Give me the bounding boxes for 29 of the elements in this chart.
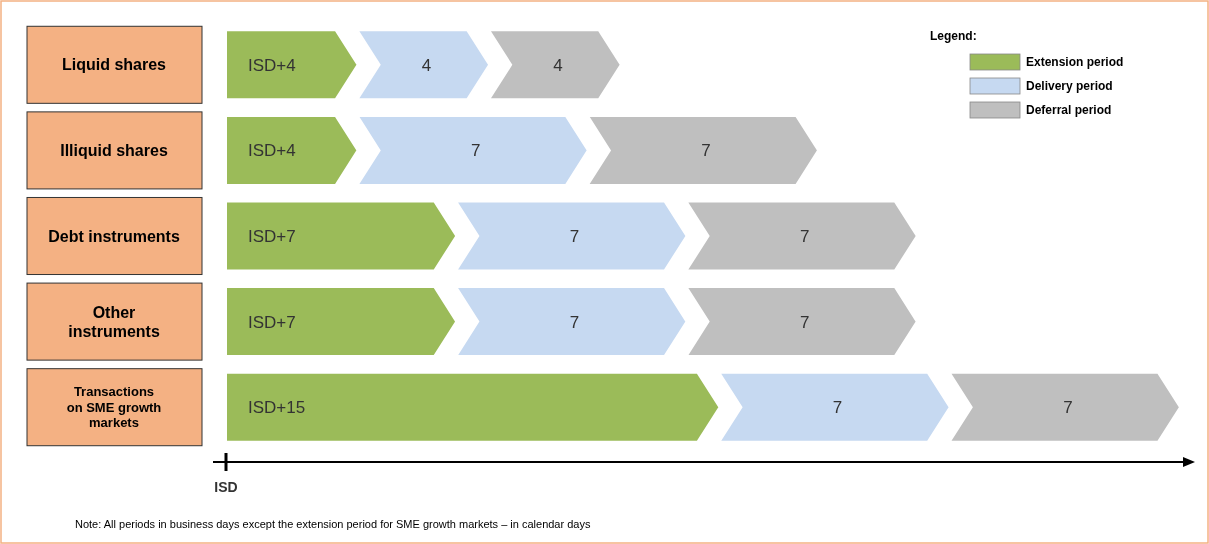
y-tick-label: Transactions on SME growth markets: [66, 384, 162, 431]
legend-label: Extension period: [1026, 55, 1124, 69]
y-tick-label: Illiquid shares: [60, 142, 168, 159]
ref-line-label: ISD: [214, 479, 238, 495]
bar: [225, 200, 458, 272]
legend-label: Delivery period: [1026, 79, 1113, 93]
data-label: 7: [569, 227, 580, 246]
legend-title: Legend:: [930, 29, 977, 43]
y-tick-label: Other instruments: [68, 303, 160, 340]
data-label: ISD+7: [248, 312, 296, 332]
y-tick-label: Liquid shares: [61, 56, 167, 74]
data-label: 7: [569, 312, 580, 332]
bar: [225, 371, 721, 443]
data-label: 7: [701, 141, 711, 161]
data-label: ISD+4: [248, 55, 296, 75]
data-label: ISD+15: [248, 398, 306, 418]
text: Note: All periods in business days except the extension period for SME growth markets – in calendar days: [75, 518, 591, 530]
data-label: 7: [1063, 398, 1073, 418]
data-label: ISD+7: [248, 227, 296, 246]
data-label: 7: [799, 312, 810, 332]
data-label: 4: [421, 55, 432, 75]
y-tick-label: Debt instruments: [48, 227, 180, 245]
data-label: 7: [832, 398, 843, 418]
bar: [225, 286, 458, 358]
data-label: 7: [799, 227, 810, 246]
data-label: 7: [470, 141, 481, 161]
data-label: ISD+4: [248, 141, 296, 161]
data-label: 4: [553, 55, 563, 75]
legend-label: Deferral period: [1026, 103, 1112, 117]
